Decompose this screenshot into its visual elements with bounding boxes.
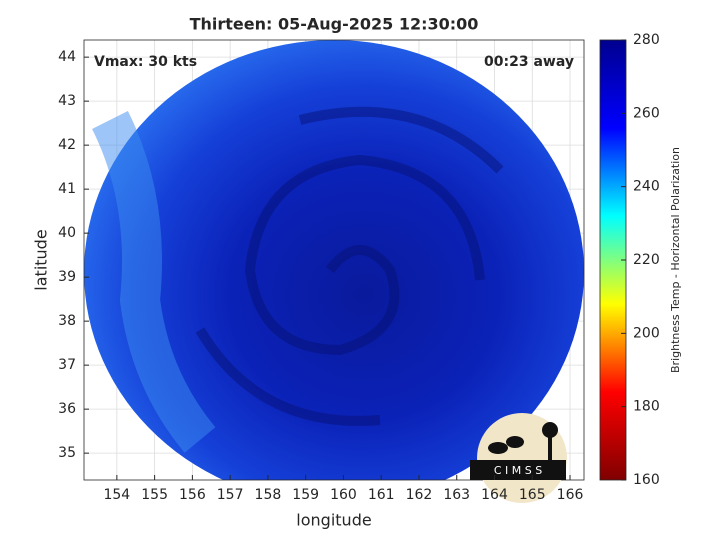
x-axis-label: longitude (296, 511, 371, 530)
x-tick-label: 159 (292, 487, 319, 503)
y-tick-label: 42 (58, 137, 76, 153)
x-tick-label: 157 (217, 487, 244, 503)
colorbar-tick-label: 260 (633, 105, 660, 121)
x-tick-label: 160 (330, 487, 357, 503)
x-tick-label: 166 (557, 487, 584, 503)
x-tick-label: 161 (368, 487, 395, 503)
y-tick-label: 36 (58, 401, 76, 417)
x-tick-label: 158 (255, 487, 282, 503)
x-tick-label: 154 (103, 487, 130, 503)
logo-text: C I M S S (494, 464, 542, 477)
y-tick-label: 37 (58, 357, 76, 373)
plot-frame (83, 39, 585, 481)
colorbar-tick-label: 200 (633, 325, 660, 341)
x-tick-label: 165 (519, 487, 546, 503)
x-tick-label: 155 (141, 487, 168, 503)
y-axis-label: latitude (32, 229, 51, 290)
colorbar-tick-label: 220 (633, 252, 660, 268)
y-tick-label: 44 (58, 49, 76, 65)
y-tick-label: 35 (58, 445, 76, 461)
x-tick-label: 164 (481, 487, 508, 503)
y-tick-label: 40 (58, 225, 76, 241)
annotation: 00:23 away (484, 54, 574, 70)
logo: C I M S S (470, 413, 567, 503)
x-tick-label: 163 (443, 487, 470, 503)
y-tick-label: 43 (58, 93, 76, 109)
colorbar-label: Brightness Temp - Horizontal Polarizatio… (669, 147, 682, 373)
annotation: Vmax: 30 kts (94, 54, 197, 70)
x-tick-label: 162 (406, 487, 433, 503)
y-tick-label: 41 (58, 181, 76, 197)
colorbar-tick-label: 280 (633, 32, 660, 48)
y-tick-label: 38 (58, 313, 76, 329)
chart-title: Thirteen: 05-Aug-2025 12:30:00 (190, 15, 479, 34)
colorbar-tick-label: 160 (633, 472, 660, 488)
y-tick-label: 39 (58, 269, 76, 285)
colorbar-tick-label: 180 (633, 399, 660, 415)
swath (84, 40, 584, 480)
x-tick-label: 156 (179, 487, 206, 503)
colorbar-tick-label: 240 (633, 179, 660, 195)
